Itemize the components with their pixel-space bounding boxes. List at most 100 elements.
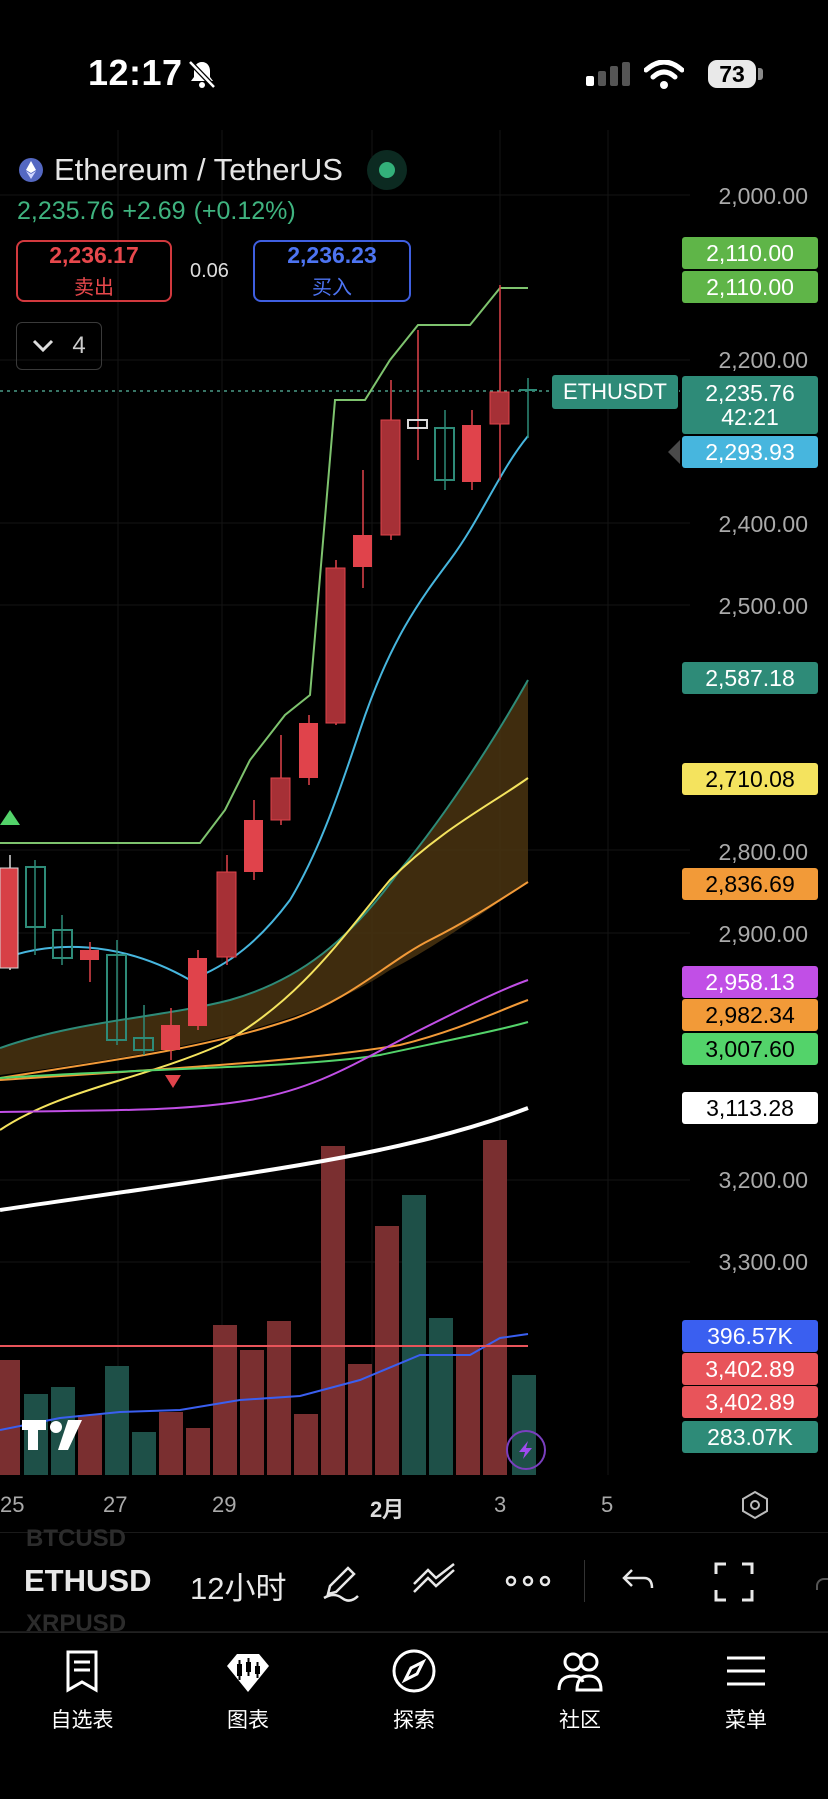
price-tag-ma-orange-slow: 2,982.34 <box>682 999 818 1031</box>
nav-explore-label: 探索 <box>393 1709 435 1732</box>
axis-tick: 3,200.00 <box>718 1167 808 1193</box>
volume-bars <box>0 1140 536 1475</box>
symbol-title: Ethereum / TetherUS <box>54 152 343 187</box>
ma-green <box>0 1021 529 1079</box>
volume-ma-line <box>0 1333 529 1431</box>
nav-chart[interactable]: 图表 <box>188 1648 308 1734</box>
price-tag-ma-yellow: 2,710.08 <box>682 763 818 795</box>
chart-candles-icon <box>227 1654 269 1692</box>
tradingview-logo-icon <box>22 1420 82 1450</box>
volume-tag: 283.07K <box>682 1421 818 1453</box>
indicators-icon[interactable] <box>410 1562 458 1600</box>
buy-signal-marker <box>0 810 20 825</box>
sell-signal-marker <box>165 1075 181 1088</box>
buy-button[interactable]: 2,236.23 买入 <box>253 240 411 302</box>
price-tag-channel-upper: 2,110.00 <box>682 237 818 269</box>
channel-lower <box>0 435 529 982</box>
chart-settings-hexagon-icon[interactable] <box>740 1490 770 1520</box>
quick-action-button[interactable] <box>506 1430 546 1470</box>
battery-cap <box>758 68 763 80</box>
watchlist-icon <box>66 1650 98 1693</box>
nav-chart-label: 图表 <box>227 1709 269 1732</box>
price-tag-ma-purple: 2,958.13 <box>682 966 818 998</box>
volume-ma-tag: 396.57K <box>682 1320 818 1352</box>
fullscreen-icon[interactable] <box>714 1562 754 1602</box>
x-tick: 25 <box>0 1492 25 1517</box>
sell-label: 卖出 <box>74 277 114 299</box>
lightning-icon <box>519 1441 532 1459</box>
axis-tick: 2,800.00 <box>718 839 808 865</box>
price-tag-ma-green: 3,007.60 <box>682 1033 818 1065</box>
x-tick: 3 <box>494 1492 507 1517</box>
spread-value: 0.06 <box>190 260 229 282</box>
bar-countdown: 42:21 <box>721 404 779 430</box>
ma-white <box>0 1106 529 1212</box>
axis-tick: 2,500.00 <box>718 593 808 619</box>
price-tag-ma-teal: 2,587.18 <box>682 662 818 694</box>
x-tick: 2月 <box>370 1497 405 1522</box>
axis-tick: 2,200.00 <box>718 347 808 373</box>
current-price-tag: 2,235.76 42:21 <box>682 376 818 434</box>
market-open-indicator <box>366 150 407 190</box>
price-tag-channel-upper: 2,110.00 <box>682 271 818 303</box>
symbol-price-label: ETHUSDT <box>552 375 678 409</box>
toolbar-divider <box>584 1560 585 1602</box>
indicator-count: 4 <box>72 332 86 359</box>
price-change-percent: (+0.12%) <box>193 197 296 225</box>
nav-menu[interactable]: 菜单 <box>686 1648 806 1734</box>
draw-pen-icon[interactable] <box>320 1560 362 1602</box>
compass-icon <box>392 1649 436 1693</box>
signal-icon <box>586 62 630 86</box>
toolbar-overflow-edge <box>816 1578 828 1590</box>
nav-community[interactable]: 社区 <box>520 1648 640 1734</box>
axis-tick: 3,300.00 <box>718 1249 808 1275</box>
community-icon <box>557 1652 603 1692</box>
buy-price: 2,236.23 <box>287 242 377 268</box>
volume-level-tag: 3,402.89 <box>682 1353 818 1385</box>
chart-toolbar <box>0 1532 828 1632</box>
status-time: 12:17 <box>88 52 183 93</box>
axis-tick: 2,000.00 <box>718 183 808 209</box>
axis-tick: 2,900.00 <box>718 921 808 947</box>
volume-level-tag: 3,402.89 <box>682 1386 818 1418</box>
bell-muted-icon <box>188 60 216 89</box>
candles <box>0 285 537 1060</box>
nav-community-label: 社区 <box>559 1709 601 1732</box>
ma-orange <box>0 881 529 1079</box>
wifi-icon <box>644 60 684 89</box>
indicators-toggle-button[interactable]: 4 <box>16 322 102 370</box>
ma-purple <box>0 979 529 1113</box>
channel-upper <box>0 287 528 844</box>
price-tag-lower-band: 2,293.93 <box>682 436 818 468</box>
nav-watchlist[interactable]: 自选表 <box>22 1648 142 1734</box>
ma-yellow <box>0 777 529 1131</box>
price-change: +2.69 <box>122 197 186 225</box>
undo-icon[interactable] <box>622 1566 656 1594</box>
buy-label: 买入 <box>312 277 352 299</box>
more-icon[interactable] <box>505 1572 551 1590</box>
price-summary: 2,235.76 +2.69 (+0.12%) <box>17 197 304 226</box>
x-tick: 5 <box>601 1492 614 1517</box>
current-price: 2,235.76 <box>705 380 795 406</box>
price-tag-ma-white: 3,113.28 <box>682 1092 818 1124</box>
price-tag-ma-orange: 2,836.69 <box>682 868 818 900</box>
hamburger-icon <box>727 1656 765 1686</box>
sell-button[interactable]: 2,236.17 卖出 <box>16 240 172 302</box>
last-price: 2,235.76 <box>17 197 115 225</box>
ethereum-icon <box>19 158 43 182</box>
nav-watchlist-label: 自选表 <box>50 1709 114 1732</box>
axis-tick: 2,400.00 <box>718 511 808 537</box>
nav-menu-label: 菜单 <box>725 1709 767 1732</box>
price-pointer <box>668 440 680 464</box>
x-tick: 27 <box>103 1492 128 1517</box>
bottom-nav <box>0 1632 828 1799</box>
symbol-header[interactable]: Ethereum / TetherUS <box>18 150 407 190</box>
symbol-picker-prev[interactable]: BTCUSD <box>26 1525 126 1552</box>
nav-explore[interactable]: 探索 <box>354 1648 474 1734</box>
interval-picker[interactable]: 12小时 <box>190 1571 287 1606</box>
chevron-down-icon <box>33 339 54 353</box>
x-tick: 29 <box>212 1492 237 1517</box>
symbol-picker[interactable]: ETHUSD <box>24 1563 152 1598</box>
price-chart[interactable] <box>0 120 828 1480</box>
battery-indicator: 73 <box>708 60 756 88</box>
